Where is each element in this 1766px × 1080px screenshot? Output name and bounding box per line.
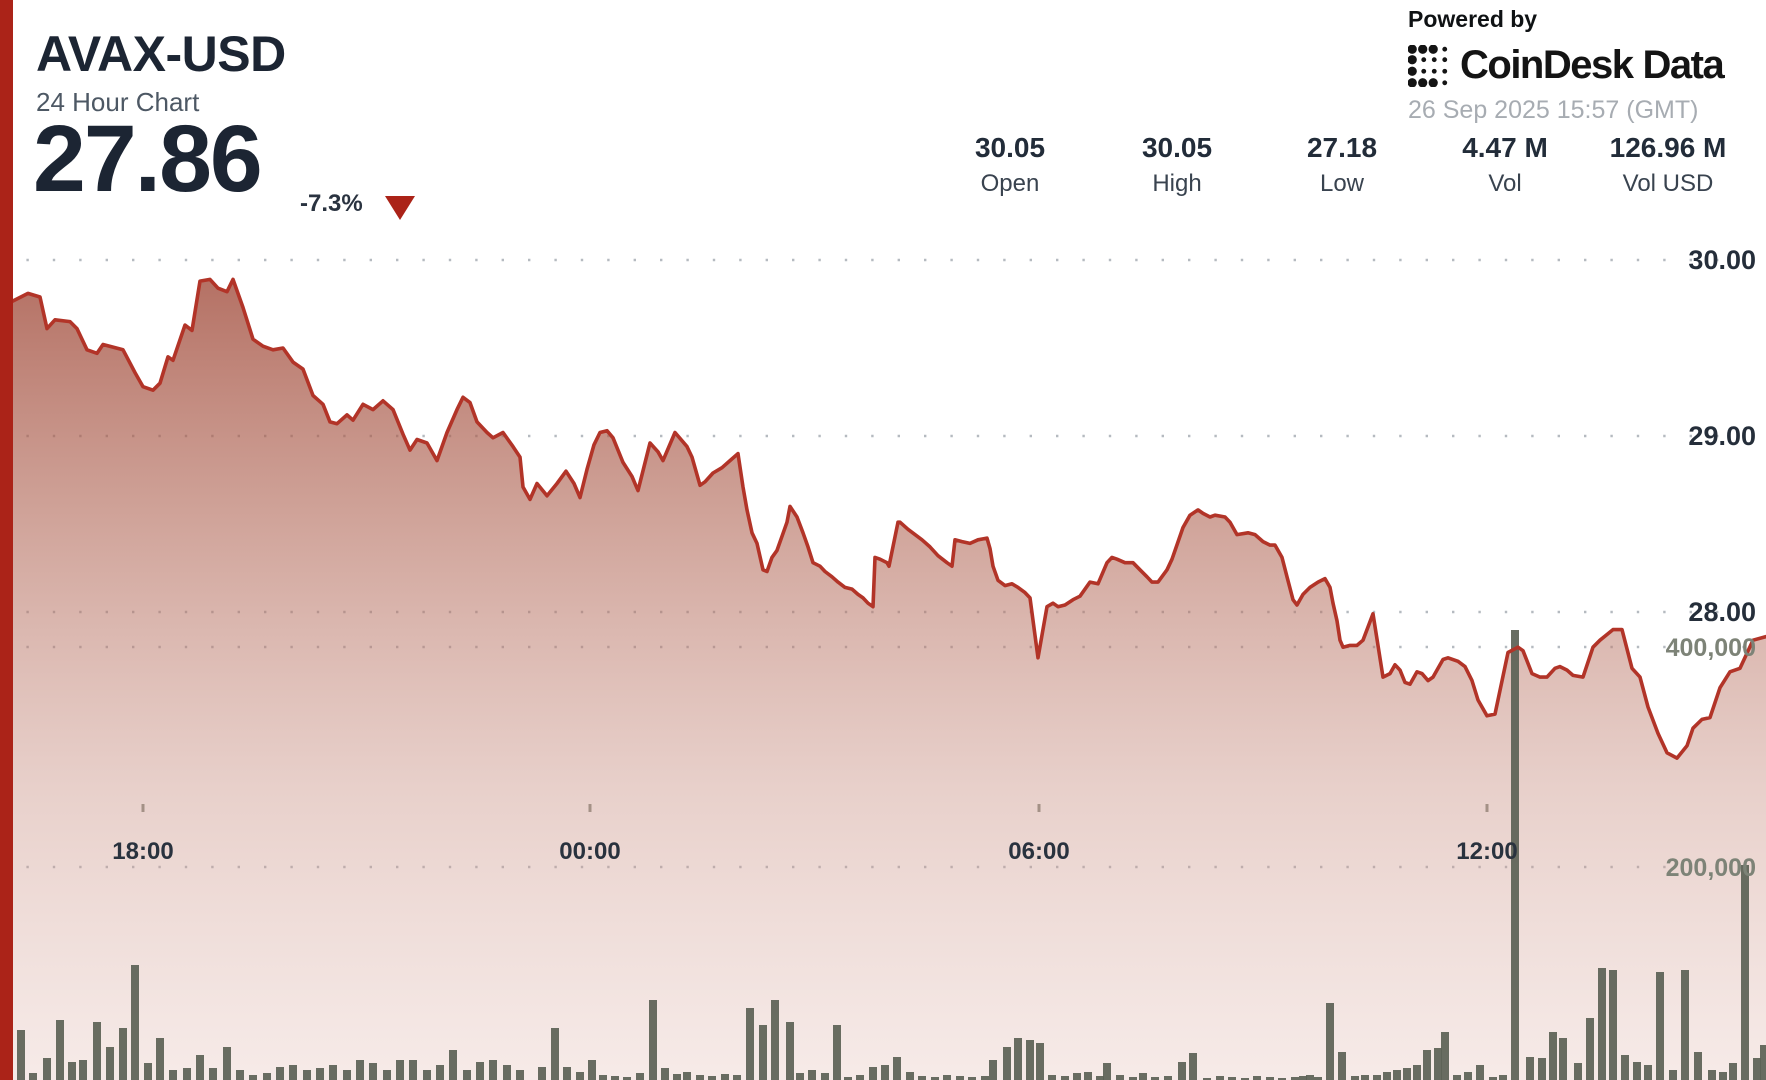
price-axis-label-28: 28.00	[1688, 597, 1756, 627]
page-title: AVAX-USD	[36, 26, 286, 82]
timestamp: 26 Sep 2025 15:57 (GMT)	[1408, 96, 1699, 124]
chart-subtitle: 24 Hour Chart	[36, 86, 200, 117]
time-axis-label-12: 12:00	[1456, 838, 1518, 865]
stat-vol-usd: 126.96 M Vol USD	[1578, 132, 1758, 198]
chart-header: AVAX-USD 24 Hour Chart	[36, 28, 286, 118]
time-axis-label-18: 18:00	[112, 838, 174, 865]
price-area-fill	[0, 279, 1766, 1080]
stat-open-value: 30.05	[974, 132, 1046, 163]
stat-high-label: High	[1152, 170, 1202, 198]
stat-low: 27.18 Low	[1252, 132, 1432, 198]
stat-low-value: 27.18	[1306, 132, 1378, 163]
price-axis-label-29: 29.00	[1688, 421, 1756, 451]
coindesk-data-logo: CoinDesk Data	[1408, 43, 1738, 88]
time-axis-label-00: 00:00	[559, 838, 621, 865]
price-line	[0, 277, 1766, 760]
price-axis-label-30: 30.00	[1688, 245, 1756, 275]
stat-high: 30.05 High	[1087, 132, 1267, 198]
volume-axis-label-400k: 400,000	[1665, 634, 1756, 662]
volume-bars	[17, 630, 1766, 1080]
stat-vol-value: 4.47 M	[1462, 132, 1548, 163]
stat-vol: 4.47 M Vol	[1415, 132, 1595, 198]
coindesk-dot-matrix-icon	[1408, 44, 1448, 87]
last-price: 27.86	[33, 106, 263, 212]
volume-axis-label-200k: 200,000	[1665, 854, 1756, 882]
stat-low-label: Low	[1319, 170, 1365, 198]
stat-open: 30.05 Open	[920, 132, 1100, 198]
stat-high-value: 30.05	[1141, 132, 1213, 163]
stat-vol-usd-value: 126.96 M	[1609, 132, 1727, 163]
powered-by-label: Powered by	[1408, 6, 1538, 32]
branding-block: Powered by CoinDesk Data 26 Sep 2025 15:5…	[1408, 6, 1738, 125]
coindesk-data-wordmark: CoinDesk Data	[1460, 43, 1725, 87]
time-axis-label-06: 06:00	[1008, 838, 1070, 865]
stat-vol-label: Vol	[1488, 170, 1522, 198]
price-change-percent: -7.3%	[300, 190, 363, 217]
stat-vol-usd-label: Vol USD	[1622, 170, 1714, 198]
stat-open-label: Open	[980, 170, 1040, 198]
left-accent-bar	[0, 0, 13, 1080]
price-down-triangle-icon	[385, 196, 415, 220]
